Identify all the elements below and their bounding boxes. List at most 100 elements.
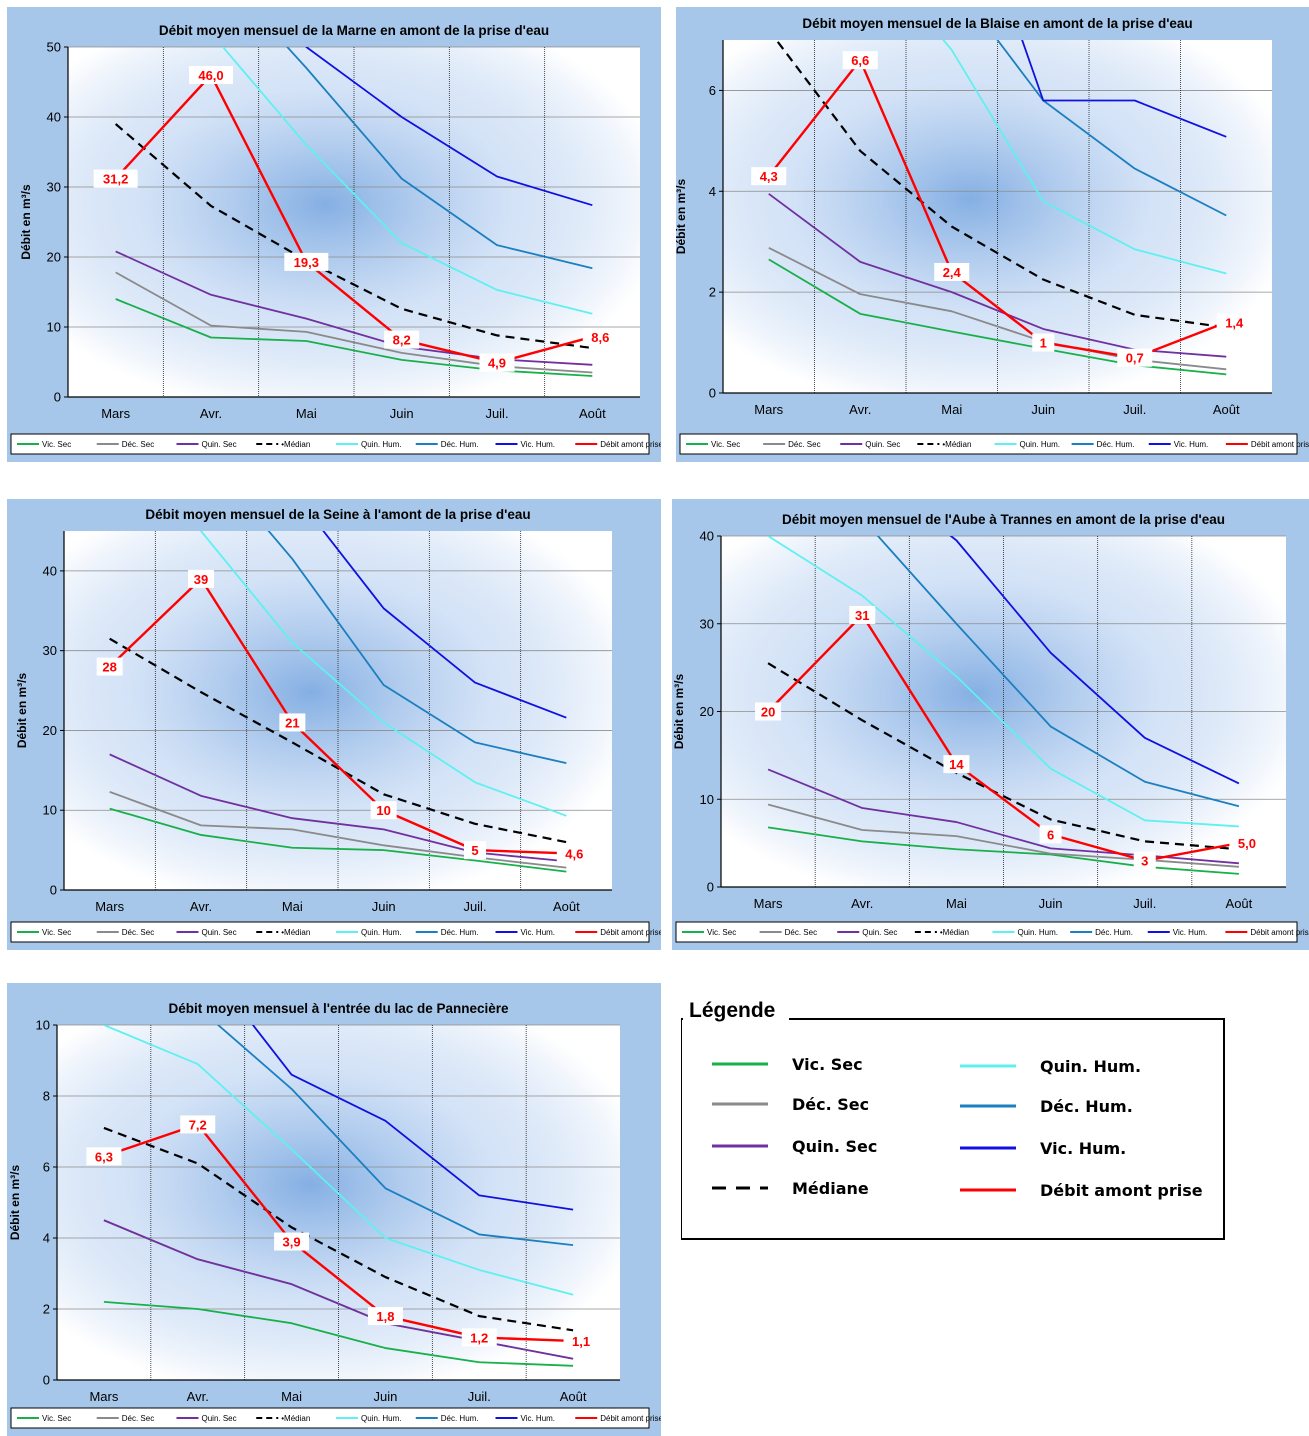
series-line-median [109,637,567,844]
series-line-dec_hum [216,1025,574,1246]
y-tick-label: 10 [43,803,57,818]
mini-legend-label: Vic. Hum. [1173,928,1208,937]
y-tick-label: 2 [43,1302,50,1317]
data-label: 6,6 [851,53,869,68]
series-line-vic_sec [109,807,567,873]
data-label: 7,2 [189,1117,207,1132]
series-line-dec_hum [267,531,567,765]
x-tick-label: Mai [946,896,967,911]
legend-label: Débit amont prise [1040,1180,1203,1200]
x-tick-label: Mai [281,1389,302,1404]
series-line-quin_hum [767,536,1239,828]
chart-svg: Débit moyen mensuel de la Marne en amont… [10,23,661,455]
data-label: 19,3 [294,255,319,270]
series-line-vic_hum [251,1025,574,1211]
y-axis-label: Débit en m³/s [19,184,33,260]
y-tick-label: 6 [709,83,716,98]
series-line-median [114,123,593,350]
mini-legend-label: Déc. Sec [122,440,154,449]
data-label-bg [189,66,233,84]
series-line-quin_hum [199,531,567,817]
legend-item-vic_hum: Vic. Hum. [960,1136,1126,1160]
series-line-quin_hum [103,1025,574,1296]
main-legend [681,1018,1225,1240]
series-line-median [774,40,1227,329]
mini-legend-label: Vic. Sec [707,928,736,937]
data-label-bg [842,51,878,70]
data-label: 28 [102,660,116,675]
x-tick-label: Juin [1031,402,1055,417]
mini-legend [10,1407,650,1429]
legend-label: Déc. Hum. [1040,1096,1133,1116]
y-tick-label: 50 [47,40,61,55]
legend-label: Quin. Sec [792,1136,878,1156]
x-tick-label: Mars [95,899,124,914]
y-tick-label: 20 [47,250,61,265]
mini-legend [675,921,1298,943]
y-axis-label: Débit en m³/s [672,674,686,750]
legend-swatch-debit [960,1188,1016,1192]
mini-legend-label: Vic. Hum. [1174,440,1209,449]
series-line-quin_hum [942,40,1227,275]
y-axis-label: Débit en m³/s [15,673,29,749]
data-label-bg [370,801,397,820]
chart-title: Débit moyen mensuel à l'entrée du lac de… [168,1001,509,1016]
data-label-bg [1039,825,1062,844]
x-tick-label: Juil. [1133,896,1156,911]
legend-item-dec_hum: Déc. Hum. [960,1094,1133,1118]
x-tick-label: Avr. [200,406,222,421]
data-label-bg [751,167,787,186]
y-tick-label: 10 [36,1018,50,1033]
data-label-bg [755,702,782,721]
data-label: 1,2 [470,1330,488,1345]
data-label-bg [479,353,515,372]
data-label: 5,0 [1238,836,1256,851]
data-label: 8,6 [591,330,609,345]
data-label-bg [1117,348,1153,367]
data-label-bg [86,1147,122,1166]
mini-legend-label: Vic. Hum. [521,440,556,449]
data-label: 5 [471,843,478,858]
data-label-bg [279,713,306,732]
mini-legend-label: Déc. Sec [122,1414,154,1423]
mini-legend-label: •Médian [281,1414,310,1423]
x-tick-label: Juil. [463,899,486,914]
y-tick-label: 4 [709,184,716,199]
data-label-bg [1032,333,1055,352]
x-tick-label: Mai [941,402,962,417]
x-tick-label: Août [553,899,580,914]
legend-item-debit: Débit amont prise [960,1178,1203,1202]
chart-panel-marne: Débit moyen mensuel de la Marne en amont… [7,7,661,462]
data-label: 10 [376,803,390,818]
series-group [108,531,567,873]
mini-legend-label: Quin. Sec [865,440,900,449]
data-label: 3,9 [283,1235,301,1250]
data-label-bg [188,569,214,588]
mini-legend [10,433,650,455]
y-tick-label: 20 [700,704,714,719]
data-label: 46,0 [198,68,223,83]
data-label-bg [93,169,138,188]
series-line-dec_hum [286,47,593,270]
data-label: 2,4 [943,265,962,280]
x-tick-label: Mars [754,402,783,417]
mini-legend-label: Vic. Sec [711,440,740,449]
mini-legend-label: Débit amont prise [600,440,661,449]
mini-legend-label: •Médian [940,928,969,937]
mini-legend-label: Déc. Sec [788,440,820,449]
x-tick-label: Juin [1039,896,1063,911]
data-label-bg [180,1115,216,1134]
data-label-bg [1216,313,1252,332]
x-tick-label: Avr. [187,1389,209,1404]
data-label-bg [461,1328,497,1347]
data-label: 4,3 [760,169,778,184]
y-tick-label: 10 [47,320,61,335]
data-label: 1,8 [376,1309,394,1324]
data-label-bg [284,252,329,271]
series-line-vic_hum [949,536,1240,785]
series-line-vic_hum [1021,40,1227,138]
y-tick-label: 8 [43,1089,50,1104]
y-axis-label: Débit en m³/s [8,1165,22,1241]
series-line-debit [767,613,1240,862]
legend-label: Vic. Hum. [1040,1138,1127,1158]
